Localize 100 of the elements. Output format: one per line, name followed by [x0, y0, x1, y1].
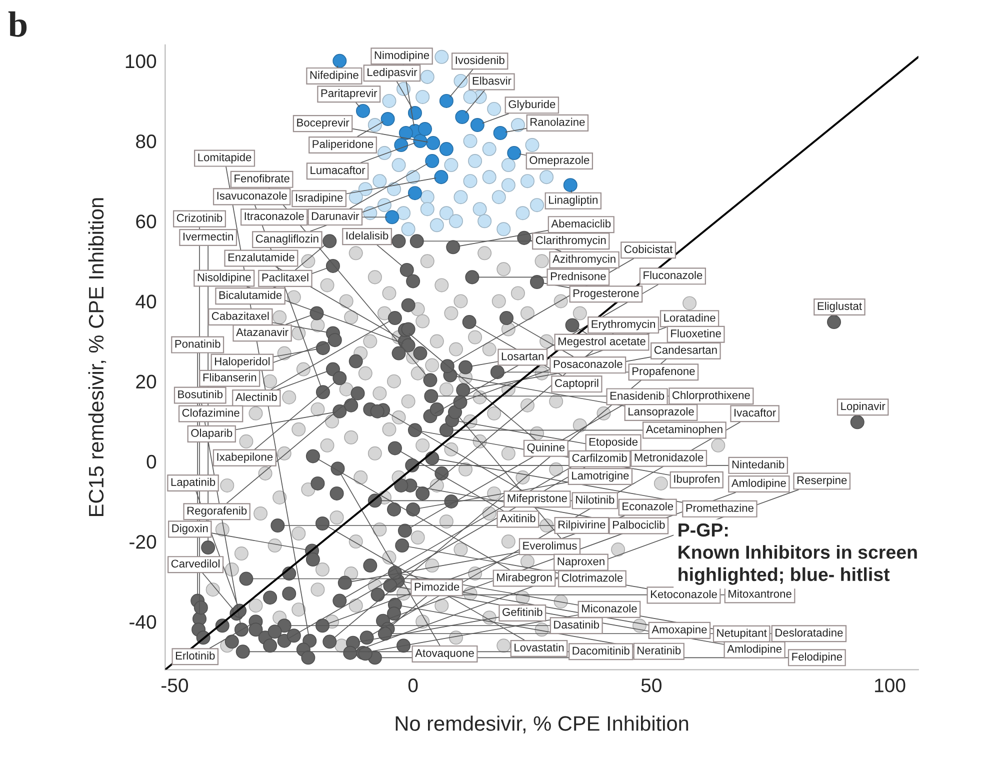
- annotation: Lopinavir: [841, 402, 886, 412]
- annotation: Bosutinib: [178, 390, 223, 398]
- y-tick-label: -20: [130, 534, 156, 549]
- annotation: Lovastatin: [514, 643, 564, 652]
- annotation: P-GP: Known Inhibitors in screen highlighted; blue- hitlist: [678, 523, 917, 585]
- annotation: Econazole: [622, 502, 674, 510]
- annotation: Nimodipine: [374, 50, 430, 62]
- annotation: Reserpine: [797, 476, 847, 486]
- annotation: Ivermectin: [183, 232, 233, 241]
- annotation: Clotrimazole: [562, 574, 623, 582]
- chart-title: b: [8, 11, 27, 37]
- annotation: Carfilzomib: [572, 454, 627, 462]
- annotation: Nintedanib: [732, 460, 784, 468]
- annotation: Elbasvir: [472, 76, 512, 85]
- annotation: Eliglustat: [818, 302, 862, 312]
- y-tick-label: -40: [130, 615, 156, 629]
- annotation: Candesartan: [654, 346, 717, 354]
- annotation: Desloratadine: [776, 628, 843, 637]
- annotation: Ivacaftor: [734, 408, 776, 417]
- annotation: Ibuprofen: [674, 474, 720, 486]
- annotation: Promethazine: [686, 504, 754, 512]
- annotation: Nifedipine: [310, 70, 358, 82]
- annotation: Posaconazole: [554, 360, 622, 368]
- y-axis-title: EC15 remdesivir, % CPE Inhibition: [88, 198, 106, 516]
- x-tick-label: -50: [162, 678, 188, 692]
- annotation: Isavuconazole: [217, 192, 287, 200]
- y-tick-label: 100: [126, 54, 156, 68]
- annotation: Dacomitinib: [572, 646, 630, 655]
- y-tick-label: 0: [146, 454, 156, 469]
- x-tick-label: 100: [875, 678, 906, 692]
- annotation: Clofazimine: [182, 408, 240, 417]
- annotation: Felodipine: [792, 652, 842, 663]
- annotation: Nisoldipine: [198, 273, 251, 284]
- annotation: Etoposide: [590, 438, 638, 448]
- annotation: Crizotinib: [176, 214, 222, 222]
- annotation: Fenofibrate: [234, 174, 290, 182]
- annotation: Digoxin: [172, 524, 208, 534]
- annotation: Idelalisib: [346, 231, 388, 240]
- annotation: Propafenone: [632, 366, 695, 378]
- annotation: Axitinib: [500, 514, 536, 522]
- annotation: Paclitaxel: [262, 273, 308, 282]
- y-tick-label: 80: [136, 134, 156, 148]
- annotation: Neratinib: [638, 646, 681, 654]
- annotation: Lamotrigine: [572, 471, 629, 482]
- annotation: Carvedilol: [171, 559, 220, 568]
- annotation: Metronidazole: [634, 453, 704, 462]
- annotation: Glyburide: [508, 100, 556, 110]
- annotation: Acetaminophen: [646, 425, 722, 436]
- annotation: Progesterone: [574, 289, 639, 300]
- annotation: Mirabegron: [497, 573, 552, 584]
- annotation: Linagliptin: [549, 196, 598, 206]
- annotation: Enzalutamide: [228, 253, 294, 262]
- annotation: Everolimus: [523, 541, 577, 550]
- annotation: Itraconazole: [244, 212, 304, 220]
- x-axis-title: No remdesivir, % CPE Inhibition: [396, 716, 688, 734]
- annotation: Cabazitaxel: [212, 312, 269, 320]
- annotation: Amoxapine: [652, 625, 707, 636]
- annotation: Prednisone: [550, 272, 606, 280]
- annotation: Miconazole: [582, 604, 637, 612]
- annotation: Isradipine: [296, 193, 343, 204]
- y-tick-label: 20: [136, 374, 156, 389]
- annotation: Pimozide: [414, 582, 460, 591]
- annotation: Ketoconazole: [651, 590, 717, 598]
- annotation: Ponatinib: [175, 340, 220, 348]
- annotation: Paliperidone: [312, 140, 374, 150]
- annotation: Lansoprazole: [628, 407, 694, 418]
- annotation: Regorafenib: [187, 506, 247, 517]
- annotation: Abemaciclib: [551, 219, 611, 228]
- annotation: Lumacaftor: [310, 166, 366, 174]
- annotation: Ranolazine: [530, 118, 585, 126]
- annotation: Erythromycin: [592, 320, 655, 330]
- annotation: Fluoxetine: [671, 329, 721, 338]
- annotation: Haloperidol: [215, 357, 270, 368]
- annotation: Lomitapide: [198, 153, 252, 164]
- annotation: Dasatinib: [554, 620, 600, 629]
- annotation: Bicalutamide: [219, 290, 282, 300]
- annotation: Mitoxantrone: [728, 590, 792, 598]
- annotation: Canagliflozin: [256, 234, 318, 245]
- annotation: Captopril: [555, 378, 598, 390]
- annotation: Omeprazole: [530, 156, 590, 166]
- annotation: Megestrol acetate: [558, 337, 646, 348]
- annotation: Ixabepilone: [217, 452, 273, 463]
- annotation: Mifepristone: [508, 494, 567, 504]
- y-tick-label: 60: [136, 214, 156, 228]
- annotation: Netupitant: [717, 628, 767, 640]
- annotation: Alectinib: [235, 392, 277, 402]
- annotation: Nilotinib: [576, 495, 614, 504]
- annotation: Rilpivirine: [558, 520, 606, 531]
- annotation: Loratadine: [664, 314, 716, 322]
- annotation: Amlodipine: [731, 478, 786, 490]
- annotation: Losartan: [502, 352, 544, 360]
- annotation: Ivosidenib: [456, 56, 504, 64]
- annotation: Erlotinib: [176, 651, 215, 660]
- annotation: Cobicistat: [624, 244, 673, 254]
- x-tick-label: 0: [408, 678, 418, 692]
- annotation: Boceprevir: [297, 118, 350, 129]
- annotation: Olaparib: [191, 428, 232, 440]
- annotation: Clarithromycin: [536, 236, 606, 246]
- annotation: Lapatinib: [171, 478, 216, 488]
- y-tick-label: 40: [136, 294, 156, 308]
